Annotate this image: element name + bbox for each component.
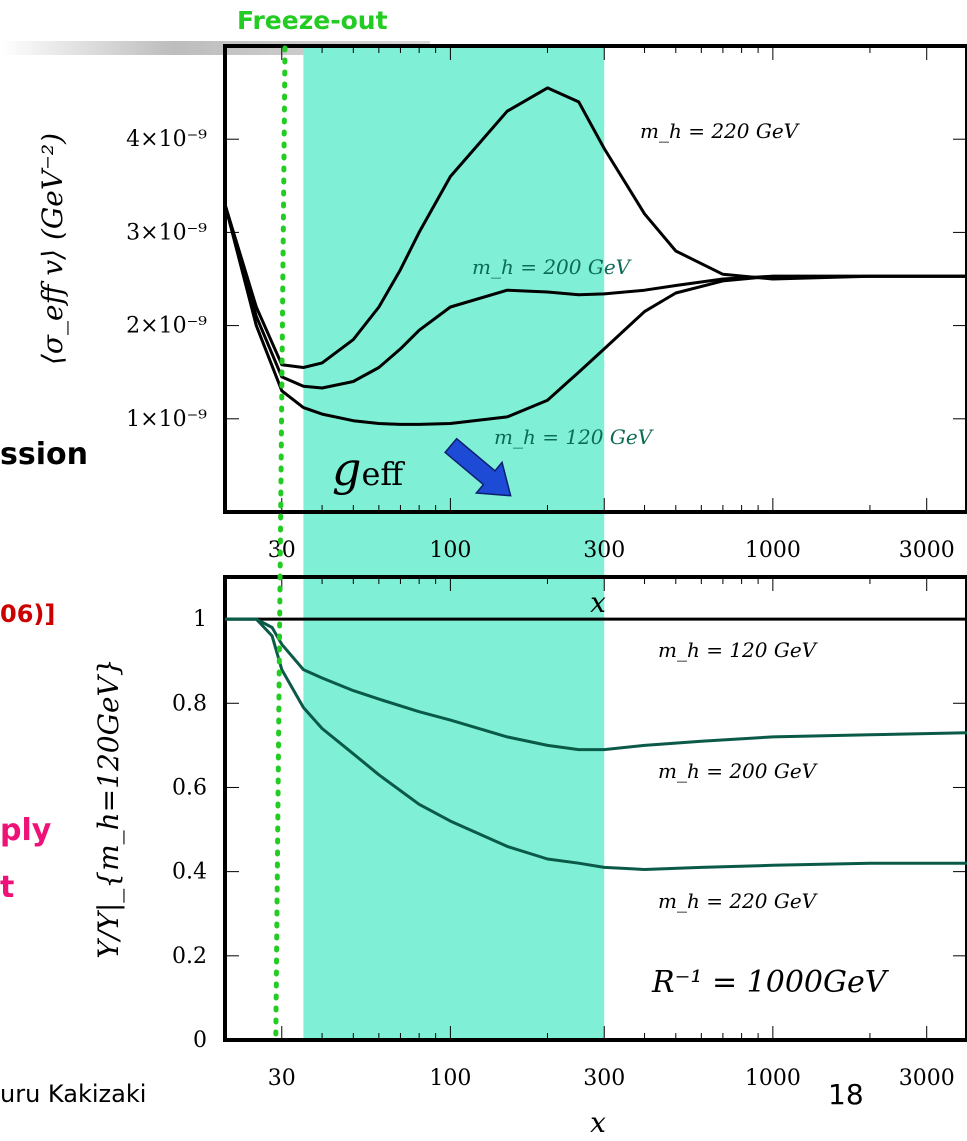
footer-author: uru Kakizaki xyxy=(0,1080,147,1108)
top-series-line-0 xyxy=(223,204,967,426)
freeze-out-label: Freeze-out xyxy=(237,6,388,35)
bottom-x-tick-label: 3000 xyxy=(899,1066,955,1091)
top-y-tick-label: 2×10⁻⁹ xyxy=(126,314,207,339)
freeze-out-band xyxy=(303,46,605,1040)
freeze-out-dotted-line xyxy=(273,45,288,1043)
geff-symbol: g xyxy=(332,442,362,496)
geff-subscript: eff xyxy=(361,455,404,493)
top-x-tick-label: 300 xyxy=(583,538,625,563)
top-y-tick-label: 1×10⁻⁹ xyxy=(126,407,207,432)
bottom-x-tick-label: 30 xyxy=(268,1066,296,1091)
top-y-tick-label: 4×10⁻⁹ xyxy=(126,127,207,152)
bottom-y-tick-label: 0.8 xyxy=(172,691,207,716)
slide-text-fragment-ply: ply xyxy=(0,813,52,848)
bottom-plot-frame xyxy=(223,575,967,1042)
bottom-x-axis-label: x xyxy=(590,1106,606,1139)
geff-label: geff xyxy=(332,442,403,496)
page-number: 18 xyxy=(828,1078,864,1111)
bottom-y-tick-label: 0.6 xyxy=(172,775,207,800)
bottom-series-line-1 xyxy=(225,617,967,752)
top-plot-frame xyxy=(223,44,967,514)
bottom-series-annotation: m_h = 200 GeV xyxy=(658,759,819,783)
geff-arrow-icon xyxy=(444,437,512,497)
bottom-series-line-2 xyxy=(225,617,967,871)
bottom-y-tick-label: 0.2 xyxy=(172,944,207,969)
geff-arrow-shape xyxy=(444,437,512,497)
top-y-axis-label: ⟨σ_eff v⟩ (GeV⁻²) xyxy=(36,133,69,365)
top-series-annotation: m_h = 120 GeV xyxy=(494,425,655,449)
bottom-y-tick-label: 0.4 xyxy=(172,860,207,885)
bottom-series-annotation: m_h = 220 GeV xyxy=(658,889,819,913)
top-series-line-2 xyxy=(223,86,967,369)
bottom-x-tick-label: 1000 xyxy=(745,1066,801,1091)
top-series-line-1 xyxy=(223,203,967,390)
bottom-y-tick-label: 0 xyxy=(193,1028,207,1053)
slide-text-fragment-t: t xyxy=(0,870,15,905)
bottom-x-tick-label: 300 xyxy=(583,1066,625,1091)
radius-annotation: R⁻¹ = 1000GeV xyxy=(651,965,890,1000)
top-series-annotation: m_h = 220 GeV xyxy=(640,119,801,143)
top-x-tick-label: 3000 xyxy=(899,538,955,563)
top-x-tick-label: 1000 xyxy=(745,538,801,563)
bottom-y-tick-label: 1 xyxy=(193,607,207,632)
bottom-series-annotation: m_h = 120 GeV xyxy=(658,638,819,662)
bottom-y-axis-label: Y/Y|_{m_h=120GeV} xyxy=(92,658,125,958)
top-x-axis-label: x xyxy=(590,586,606,619)
top-y-tick-label: 3×10⁻⁹ xyxy=(126,220,207,245)
top-series-annotation: m_h = 200 GeV xyxy=(472,255,633,279)
bottom-x-tick-label: 100 xyxy=(429,1066,471,1091)
slide-text-fragment-reference: 06)] xyxy=(0,600,56,628)
top-x-tick-label: 100 xyxy=(429,538,471,563)
slide-text-fragment-session: ssion xyxy=(0,437,88,472)
